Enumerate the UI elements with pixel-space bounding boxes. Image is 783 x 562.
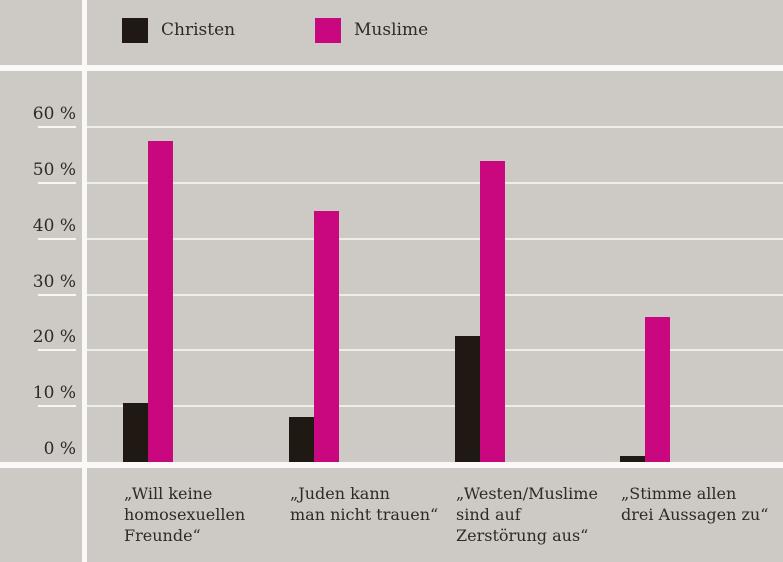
- ytick-60: [38, 126, 76, 129]
- bar-christen-1: [289, 417, 314, 462]
- ytick-label: 40 %: [32, 215, 76, 236]
- gridline-40: [87, 237, 783, 240]
- legend-label-muslime: Muslime: [354, 20, 429, 40]
- bar-muslime-2: [480, 161, 505, 462]
- axis-divider-vertical: [82, 0, 87, 562]
- ytick-label: 60 %: [32, 104, 76, 125]
- ytick-10: [38, 405, 76, 408]
- ytick-30: [38, 293, 76, 296]
- ytick-label: 20 %: [32, 327, 76, 348]
- legend-swatch-muslime: [315, 17, 341, 43]
- bar-christen-3: [620, 456, 645, 462]
- category-label-3: „Stimme allen drei Aussagen zu“: [621, 484, 769, 524]
- bar-muslime-0: [148, 141, 173, 462]
- ytick-50: [38, 181, 76, 184]
- legend-divider-horizontal: [0, 65, 783, 71]
- bar-christen-2: [455, 336, 480, 462]
- category-label-1: „Juden kann man nicht trauen“: [290, 484, 439, 524]
- category-label-2: „Westen/Muslime sind auf Zerstörung aus“: [456, 484, 598, 545]
- bar-muslime-1: [314, 211, 339, 462]
- ytick-40: [38, 237, 76, 240]
- gridline-10: [87, 405, 783, 408]
- legend-item-christen: Christen: [122, 17, 235, 43]
- baseline-zero: [0, 462, 783, 468]
- gridline-50: [87, 181, 783, 184]
- category-label-0: „Will keine homosexuellen Freunde“: [124, 484, 246, 545]
- ytick-label: 30 %: [32, 271, 76, 292]
- ytick-label: 50 %: [32, 159, 76, 180]
- bar-muslime-3: [645, 317, 670, 462]
- gridline-30: [87, 293, 783, 296]
- gridline-20: [87, 349, 783, 352]
- legend-swatch-christen: [122, 17, 148, 43]
- gridline-60: [87, 126, 783, 129]
- ytick-label: 10 %: [32, 383, 76, 404]
- ytick-20: [38, 349, 76, 352]
- legend-item-muslime: Muslime: [315, 17, 428, 43]
- ytick-label: 0 %: [43, 439, 76, 459]
- bar-christen-0: [123, 403, 148, 462]
- legend-label-christen: Christen: [161, 20, 236, 40]
